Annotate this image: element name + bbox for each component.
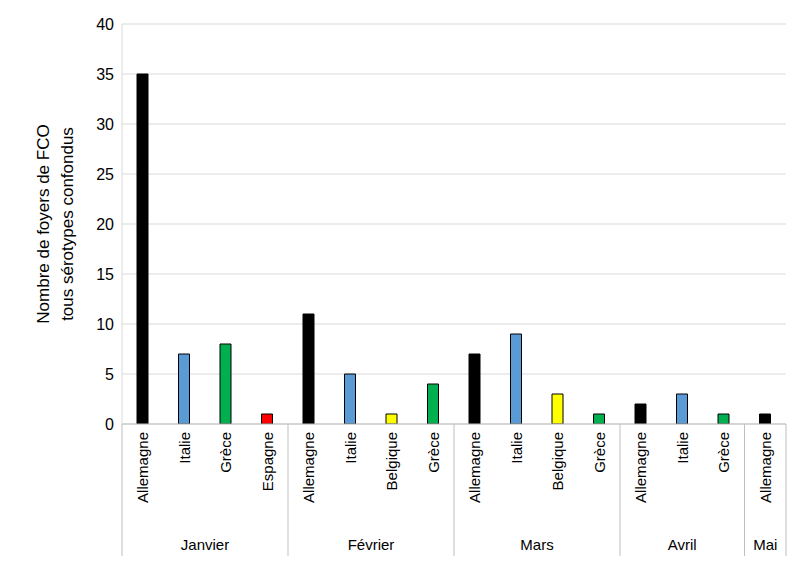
svg-text:Grèce: Grèce — [217, 432, 234, 473]
svg-text:Allemagne: Allemagne — [757, 432, 774, 503]
svg-text:5: 5 — [105, 366, 114, 383]
svg-text:20: 20 — [96, 216, 114, 233]
svg-text:Belgique: Belgique — [549, 432, 566, 490]
svg-text:Belgique: Belgique — [383, 432, 400, 490]
svg-text:10: 10 — [96, 316, 114, 333]
svg-text:Allemagne: Allemagne — [134, 432, 151, 503]
svg-text:tous sérotypes confondus: tous sérotypes confondus — [58, 127, 77, 321]
svg-text:Février: Février — [348, 536, 395, 553]
svg-text:Allemagne: Allemagne — [466, 432, 483, 503]
svg-text:0: 0 — [105, 416, 114, 433]
svg-text:30: 30 — [96, 116, 114, 133]
svg-text:Grèce: Grèce — [425, 432, 442, 473]
svg-text:Grèce: Grèce — [591, 432, 608, 473]
svg-text:Grèce: Grèce — [715, 432, 732, 473]
svg-text:Italie: Italie — [342, 432, 359, 464]
svg-text:Espagne: Espagne — [259, 432, 276, 491]
svg-text:Avril: Avril — [668, 536, 697, 553]
svg-text:Mars: Mars — [520, 536, 553, 553]
svg-text:Italie: Italie — [674, 432, 691, 464]
svg-text:Mai: Mai — [753, 536, 777, 553]
svg-text:Nombre de foyers de FCO: Nombre de foyers de FCO — [34, 124, 53, 323]
svg-text:Italie: Italie — [176, 432, 193, 464]
svg-text:15: 15 — [96, 266, 114, 283]
svg-text:Janvier: Janvier — [181, 536, 229, 553]
svg-text:40: 40 — [96, 16, 114, 33]
svg-text:Italie: Italie — [508, 432, 525, 464]
svg-text:35: 35 — [96, 66, 114, 83]
svg-text:Allemagne: Allemagne — [632, 432, 649, 503]
svg-text:25: 25 — [96, 166, 114, 183]
svg-text:Allemagne: Allemagne — [300, 432, 317, 503]
